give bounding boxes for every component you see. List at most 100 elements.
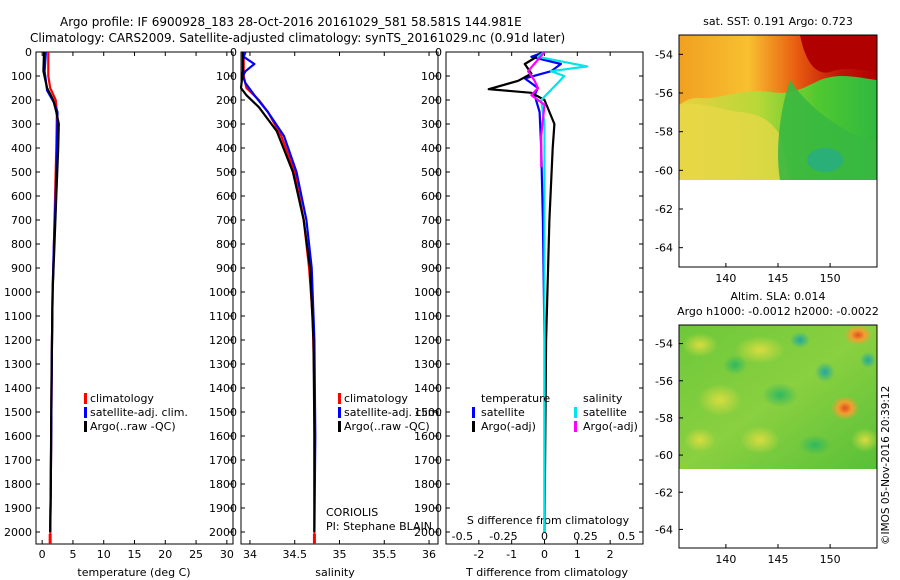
depth-tick-label: 700	[11, 214, 32, 227]
difference-x-label: T difference from climatology	[465, 566, 628, 579]
depth-tick-label: 1000	[414, 286, 442, 299]
figure-title-line2: Climatology: CARS2009. Satellite-adjuste…	[30, 31, 565, 45]
legend-label-argo: Argo(..raw -QC)	[90, 420, 176, 433]
temperature-legend: climatology satellite-adj. clim. Argo(..…	[84, 392, 188, 433]
difference-x-ticks: -2 -1 0 1 2 -0.5 -0.25 0 0.25 0.5	[452, 52, 636, 561]
depth-tick-label: 1200	[4, 334, 32, 347]
map-y-tick-label: -54	[655, 338, 673, 351]
x-tick-label: 36	[422, 548, 436, 561]
depth-tick-label: 1500	[209, 406, 237, 419]
depth-tick-label: 1400	[414, 382, 442, 395]
map-y-tick-label: -60	[655, 164, 673, 177]
series-line-satellite-adj-clim-	[241, 51, 317, 533]
legend-title-salinity: salinity	[583, 392, 623, 405]
depth-tick-label: 500	[216, 166, 237, 179]
depth-tick-label: 900	[421, 262, 442, 275]
depth-tick-label: 2000	[209, 526, 237, 539]
sla-map-title1: Altim. SLA: 0.014	[730, 290, 825, 303]
depth-tick-label: 1500	[4, 406, 32, 419]
depth-tick-label: 800	[421, 238, 442, 251]
depth-tick-label: 700	[216, 214, 237, 227]
depth-tick-label: 1400	[4, 382, 32, 395]
depth-tick-label: 1600	[209, 430, 237, 443]
depth-tick-label: 1600	[414, 430, 442, 443]
map-y-tick-label: -64	[655, 523, 673, 536]
depth-tick-label: 1000	[4, 286, 32, 299]
depth-tick-label: 1200	[414, 334, 442, 347]
depth-tick-label: 1200	[209, 334, 237, 347]
depth-tick-label: 1000	[209, 286, 237, 299]
salinity-legend: climatology satellite-adj. clim. Argo(..…	[338, 392, 442, 433]
depth-tick-label: 1100	[4, 310, 32, 323]
series-line-salinity-argo-adj-	[526, 51, 546, 168]
depth-tick-label: 1700	[209, 454, 237, 467]
salinity-x-label: salinity	[315, 566, 355, 579]
salinity-panel-frame	[240, 51, 439, 545]
x-tick-label: 30	[220, 548, 234, 561]
depth-tick-label: 1400	[209, 382, 237, 395]
series-line-argo-raw-qc-	[42, 51, 60, 533]
depth-tick-label: 2000	[414, 526, 442, 539]
legend-swatch-climatology	[84, 393, 87, 404]
depth-tick-label: 200	[421, 94, 442, 107]
depth-tick-label: 400	[216, 142, 237, 155]
map-x-tick-label: 150	[820, 272, 841, 285]
map-y-tick-label: -54	[655, 48, 673, 61]
depth-tick-label: 1500	[414, 406, 442, 419]
s-tick-label: 0	[541, 530, 548, 543]
figure-title-line1: Argo profile: IF 6900928_183 28-Oct-2016…	[60, 15, 522, 29]
x-tick-label: 34	[243, 548, 257, 561]
map-y-tick-label: -56	[655, 87, 673, 100]
s-tick-label: -0.25	[489, 530, 517, 543]
legend-swatch-argo	[84, 421, 87, 432]
depth-tick-label: 300	[216, 118, 237, 131]
s-tick-label: 0.25	[573, 530, 598, 543]
x-tick-label: 15	[128, 548, 142, 561]
depth-tick-label: 400	[11, 142, 32, 155]
x-tick-label: 5	[69, 548, 76, 561]
depth-tick-label: 1600	[4, 430, 32, 443]
legend-swatch-sal-argo	[574, 421, 577, 432]
temperature-panel-frame	[35, 51, 234, 545]
depth-tick-label: 1300	[209, 358, 237, 371]
legend-swatch-temp-argo	[472, 421, 475, 432]
depth-tick-label: 800	[216, 238, 237, 251]
depth-tick-label: 1100	[414, 310, 442, 323]
temperature-x-ticks: 0 5 10 15 20 25 30	[39, 52, 234, 561]
legend-swatch-sal-satellite	[574, 407, 577, 418]
depth-tick-label: 1700	[4, 454, 32, 467]
legend-title-temperature: temperature	[481, 392, 550, 405]
temperature-x-label: temperature (deg C)	[77, 566, 190, 579]
legend-swatch-temp-satellite	[472, 407, 475, 418]
map-y-tick-label: -60	[655, 449, 673, 462]
depth-tick-label: 1300	[4, 358, 32, 371]
legend-label-temp-argo: Argo(-adj)	[481, 420, 536, 433]
legend-label-climatology: climatology	[344, 392, 408, 405]
map-x-tick-label: 140	[715, 553, 736, 566]
x-tick-label: 35	[333, 548, 347, 561]
depth-tick-label: 600	[11, 190, 32, 203]
x-tick-label: 1	[574, 548, 581, 561]
legend-label-satellite: satellite-adj. clim.	[344, 406, 442, 419]
sla-map-axes: -54 -56 -58 -60 -62 -64 140 145 150	[655, 338, 841, 566]
depth-tick-label: 1900	[414, 502, 442, 515]
legend-swatch-satellite	[84, 407, 87, 418]
salinity-x-ticks: 34 34.5 35 35.5 36	[243, 52, 436, 561]
depth-tick-label: 800	[11, 238, 32, 251]
x-tick-label: -2	[473, 548, 484, 561]
credit-text: ©IMOS 05-Nov-2016 20:39:12	[880, 386, 892, 545]
x-tick-label: 25	[189, 548, 203, 561]
depth-tick-label: 600	[216, 190, 237, 203]
depth-tick-label: 900	[11, 262, 32, 275]
depth-tick-label: 1800	[209, 478, 237, 491]
series-line-temperature-argo-adj-	[487, 51, 556, 533]
depth-tick-label: 1900	[4, 502, 32, 515]
depth-tick-label: 500	[11, 166, 32, 179]
depth-tick-label: 100	[216, 70, 237, 83]
legend-swatch-climatology	[338, 393, 341, 404]
s-tick-label: 0.5	[618, 530, 636, 543]
depth-tick-label: 300	[11, 118, 32, 131]
depth-tick-label: 200	[11, 94, 32, 107]
x-tick-label: 0	[39, 548, 46, 561]
